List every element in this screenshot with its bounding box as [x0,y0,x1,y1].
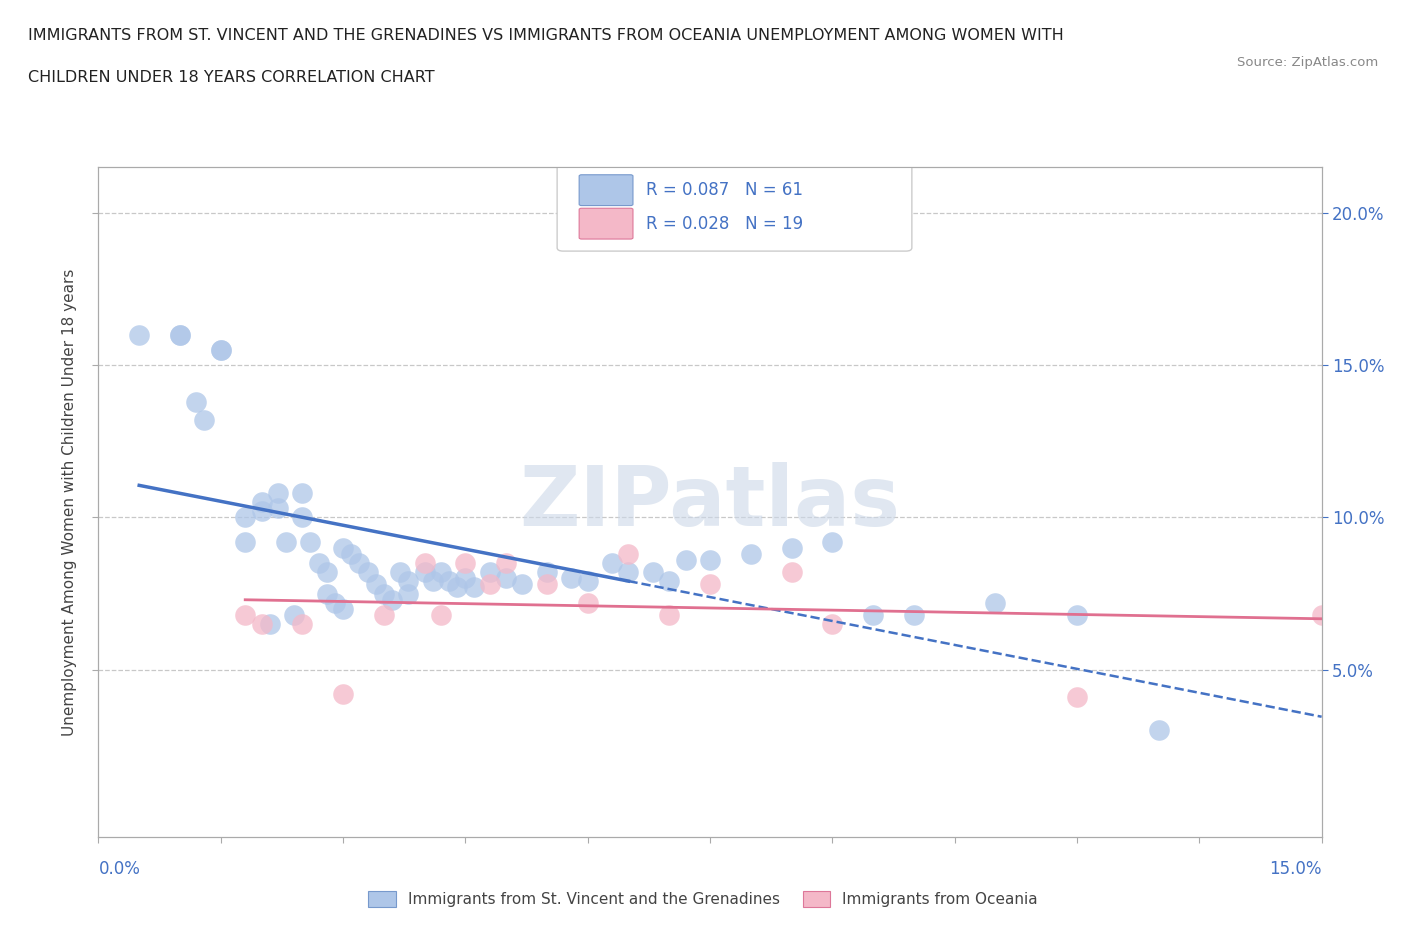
Point [430,607,453,622]
Point [576,595,599,610]
Point [536,577,558,591]
Text: IMMIGRANTS FROM ST. VINCENT AND THE GRENADINES VS IMMIGRANTS FROM OCEANIA UNEMPL: IMMIGRANTS FROM ST. VINCENT AND THE GREN… [28,28,1064,43]
Point [463,580,485,595]
Point [186,394,208,409]
Point [332,686,354,701]
Y-axis label: Unemployment Among Women with Children Under 18 years: Unemployment Among Women with Children U… [62,269,77,736]
Text: CHILDREN UNDER 18 YEARS CORRELATION CHART: CHILDREN UNDER 18 YEARS CORRELATION CHAR… [28,70,434,85]
Point [1147,723,1170,737]
Point [984,595,1007,610]
Point [699,577,721,591]
Point [413,565,436,579]
Point [193,413,215,428]
Point [267,501,290,516]
Point [658,607,681,622]
Point [430,565,453,579]
Point [396,586,419,601]
Point [454,571,477,586]
Point [233,535,256,550]
Point [1066,689,1088,704]
Point [373,607,395,622]
Point [209,342,232,357]
Point [576,574,599,589]
Point [780,540,803,555]
Point [389,565,412,579]
Point [478,577,501,591]
Text: 15.0%: 15.0% [1270,860,1322,878]
Text: R = 0.028   N = 19: R = 0.028 N = 19 [647,215,804,232]
Point [332,602,354,617]
Point [332,540,354,555]
Point [536,565,558,579]
Point [267,485,290,500]
Point [291,510,314,525]
Point [315,565,337,579]
Point [169,327,191,342]
Point [1310,607,1333,622]
Point [340,547,363,562]
Point [512,577,534,591]
Point [250,617,273,631]
Point [437,574,460,589]
Point [495,571,517,586]
Point [478,565,501,579]
Point [454,555,477,570]
Point [349,555,371,570]
Text: 0.0%: 0.0% [98,860,141,878]
Point [356,565,378,579]
Point [381,592,404,607]
Point [291,485,314,500]
Point [274,535,297,550]
Point [364,577,387,591]
FancyBboxPatch shape [557,164,912,251]
Text: R = 0.087   N = 61: R = 0.087 N = 61 [647,181,803,199]
Point [396,574,419,589]
Point [233,510,256,525]
Point [308,555,330,570]
Point [422,574,444,589]
Text: ZIPatlas: ZIPatlas [520,461,900,543]
Point [699,552,721,567]
Point [291,617,314,631]
Point [299,535,322,550]
Point [821,617,844,631]
Point [250,504,273,519]
Point [283,607,305,622]
Point [413,555,436,570]
Point [373,586,395,601]
Point [259,617,281,631]
Point [1066,607,1088,622]
Point [495,555,517,570]
FancyBboxPatch shape [579,208,633,239]
Point [446,580,468,595]
Point [862,607,884,622]
Point [209,342,232,357]
Point [675,552,697,567]
Legend: Immigrants from St. Vincent and the Grenadines, Immigrants from Oceania: Immigrants from St. Vincent and the Gren… [361,884,1045,913]
Point [617,565,640,579]
Text: Source: ZipAtlas.com: Source: ZipAtlas.com [1237,56,1378,69]
Point [128,327,150,342]
Point [740,547,762,562]
Point [617,547,640,562]
Point [641,565,664,579]
Point [658,574,681,589]
Point [315,586,337,601]
Point [780,565,803,579]
Point [233,607,256,622]
Point [560,571,582,586]
Point [323,595,346,610]
Point [169,327,191,342]
Point [903,607,925,622]
Point [250,495,273,510]
FancyBboxPatch shape [579,175,633,206]
Point [600,555,623,570]
Point [821,535,844,550]
